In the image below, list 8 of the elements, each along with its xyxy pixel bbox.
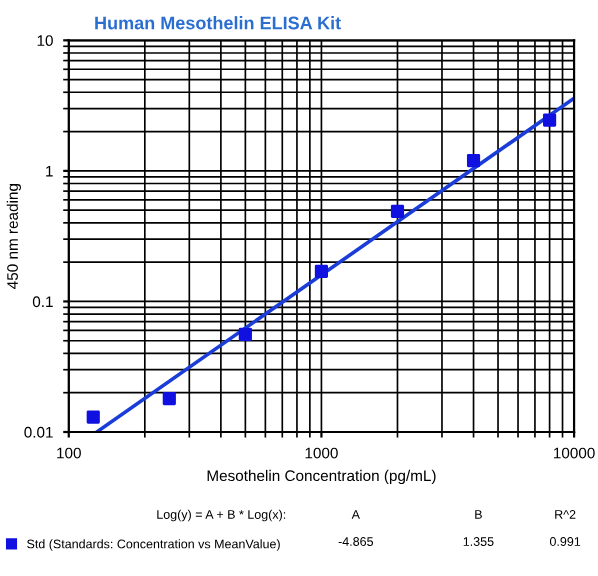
point [162, 392, 176, 406]
chart-title: Human Mesothelin ELISA Kit [95, 16, 341, 30]
point [314, 264, 329, 278]
point [390, 204, 405, 218]
point [86, 410, 100, 424]
point [238, 327, 252, 341]
point [543, 113, 557, 127]
point [466, 153, 481, 168]
